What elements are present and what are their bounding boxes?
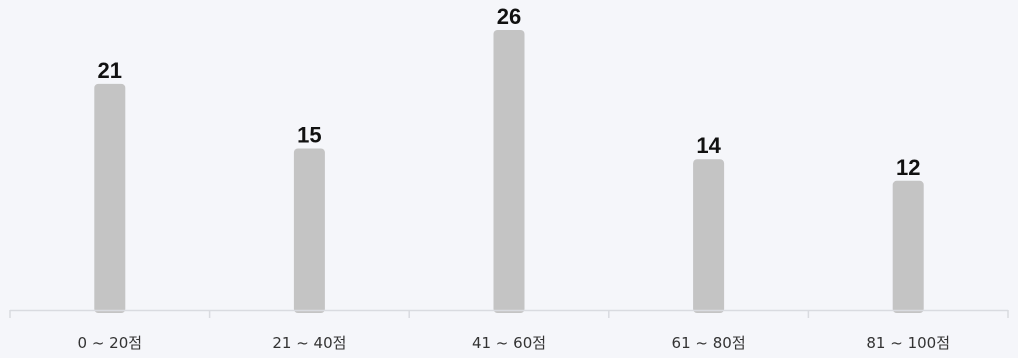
x-tick-label-4: 81 ~ 100점 (866, 334, 950, 352)
bar-0 (94, 83, 126, 313)
value-label-2: 26 (497, 4, 521, 29)
x-tick-label-3: 61 ~ 80점 (672, 334, 746, 352)
x-tick-label-0: 0 ~ 20점 (78, 334, 143, 352)
value-label-3: 14 (696, 133, 721, 158)
x-axis (9, 309, 1009, 318)
x-tick-label-2: 41 ~ 60점 (472, 334, 546, 352)
bar-4 (892, 180, 924, 313)
value-label-1: 15 (297, 122, 321, 147)
bar-2 (493, 30, 525, 313)
x-tick-label-1: 21 ~ 40점 (272, 334, 346, 352)
bar-1 (293, 148, 325, 313)
bars-layer (94, 30, 924, 313)
value-label-0: 21 (98, 58, 122, 83)
value-label-4: 12 (896, 155, 920, 180)
x-tick-labels-layer: 0 ~ 20점 21 ~ 40점 41 ~ 60점 61 ~ 80점 81 ~ 100점 (78, 334, 950, 352)
bar-3 (693, 159, 725, 313)
value-labels-layer: 21 15 26 14 12 (98, 4, 921, 180)
